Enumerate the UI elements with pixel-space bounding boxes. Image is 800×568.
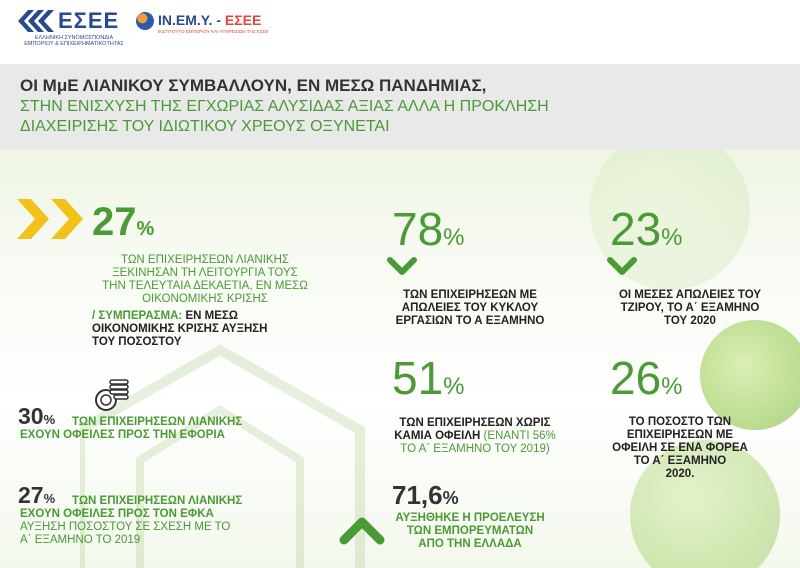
stat-78-description: ΤΩΝ ΕΠΙΧΕΙΡΗΣΕΩΝ ΜΕ ΑΠΩΛΕΙΕΣ ΤΟΥ ΚΥΚΛΟΥ …: [395, 289, 545, 327]
headline-line-1: ΟΙ ΜμΕ ΛΙΑΝΙΚΟΥ ΣΥΜΒΑΛΛΟΥΝ, ΕΝ ΜΕΣΩ ΠΑΝΔ…: [20, 76, 487, 95]
stat-27-efka-description: ΤΩΝ ΕΠΙΧΕΙΡΗΣΕΩΝ ΛΙΑΝΙΚΗΣ ΕΧΟΥΝ ΟΦΕΙΛΕΣ …: [20, 495, 243, 546]
stat-23-value: 23%: [610, 203, 683, 255]
esee-logo-name: ΕΣΕΕ: [58, 8, 120, 33]
coins-icon: [95, 379, 129, 411]
stat-71-6-value: 71,6%: [392, 480, 459, 510]
arrow-up-icon: [339, 517, 385, 545]
globe-icon: [136, 12, 154, 30]
stat-30-value: 30%: [18, 403, 56, 429]
stat-78-value: 78%: [392, 203, 465, 255]
stat-27-conclusion: / ΣΥΜΠΕΡΑΣΜΑ: ΕΝ ΜΕΣΩ ΟΙΚΟΝΟΜΙΚΗΣ ΚΡΙΣΗΣ…: [92, 310, 268, 348]
stat-71-6-description: ΑΥΞΗΘΗΚΕ Η ΠΡΟΕΛΕΥΣΗ ΤΩΝ ΕΜΠΟΡΕΥΜΑΤΩΝ ΑΠ…: [395, 512, 545, 550]
stat-26-description: ΤΟ ΠΟΣΟΣΤΟ ΤΩΝ ΕΠΙΧΕΙΡΗΣΕΩΝ ΜΕ ΟΦΕΙΛΗ ΣΕ…: [612, 416, 748, 480]
inemy-logo-name: IN.EM.Y. - ΕΣΕΕ: [158, 12, 262, 28]
arrow-down-icon: [607, 257, 637, 275]
double-chevron-icon: [17, 199, 83, 239]
stat-51-description: ΤΩΝ ΕΠΙΧΕΙΡΗΣΕΩΝ ΧΩΡΙΣ ΚΑΜΙΑ ΟΦΕΙΛΗ (ΕΝΑ…: [394, 417, 556, 455]
stat-27-value: 27%: [92, 200, 155, 244]
arrow-down-icon: [387, 257, 417, 275]
headline-line-3: ΔΙΑΧΕΙΡΙΣΗΣ ΤΟΥ ΙΔΙΩΤΙΚΟΥ ΧΡΕΟΥΣ ΟΞΥΝΕΤΑ…: [20, 118, 390, 135]
headline-line-2: ΣΤΗΝ ΕΝΙΣΧΥΣΗ ΤΗΣ ΕΓΧΩΡΙΑΣ ΑΛΥΣΙΔΑΣ ΑΞΙΑ…: [20, 98, 549, 115]
house-outline-decoration: [80, 344, 365, 568]
stat-26-value: 26%: [610, 352, 683, 404]
stat-27-description: ΤΩΝ ΕΠΙΧΕΙΡΗΣΕΩΝ ΛΙΑΝΙΚΗΣ ΞΕΚΙΝΗΣΑΝ ΤΗ Λ…: [102, 254, 308, 305]
infographic-body: 27% ΤΩΝ ΕΠΙΧΕΙΡΗΣΕΩΝ ΛΙΑΝΙΚΗΣ ΞΕΚΙΝΗΣΑΝ …: [0, 150, 800, 568]
inemy-logo: IN.EM.Y. - ΕΣΕΕ ΙΝΣΤΙΤΟΥΤΟ ΕΜΠΟΡΙΟΥ ΚΑΙ …: [136, 10, 276, 50]
virus-decoration: [630, 440, 780, 568]
stat-30-description: ΤΩΝ ΕΠΙΧΕΙΡΗΣΕΩΝ ΛΙΑΝΙΚΗΣ ΕΧΟΥΝ ΟΦΕΙΛΕΣ …: [20, 416, 243, 441]
title-banner: ΟΙ ΜμΕ ΛΙΑΝΙΚΟΥ ΣΥΜΒΑΛΛΟΥΝ, ΕΝ ΜΕΣΩ ΠΑΝΔ…: [0, 64, 800, 150]
virus-decoration: [700, 320, 800, 430]
stat-23-description: ΟΙ ΜΕΣΕΣ ΑΠΩΛΕΙΕΣ ΤΟΥ ΤΖΙΡΟΥ, ΤΟ Α΄ ΕΞΑΜ…: [618, 289, 762, 327]
esee-logo-subtitle: ΕΛΛΗΝΙΚΗ ΣΥΝΟΜΟΣΠΟΝΔΙΑ ΕΜΠΟΡΙΟΥ & ΕΠΙΧΕΙ…: [24, 35, 124, 47]
esee-chevron-icon: [18, 10, 54, 32]
header-bar: ΕΣΕΕ ΕΛΛΗΝΙΚΗ ΣΥΝΟΜΟΣΠΟΝΔΙΑ ΕΜΠΟΡΙΟΥ & Ε…: [0, 0, 800, 64]
stat-27-efka-value: 27%: [18, 482, 56, 508]
stat-51-value: 51%: [392, 352, 465, 404]
esee-logo: ΕΣΕΕ ΕΛΛΗΝΙΚΗ ΣΥΝΟΜΟΣΠΟΝΔΙΑ ΕΜΠΟΡΙΟΥ & Ε…: [18, 8, 128, 54]
inemy-logo-subtitle: ΙΝΣΤΙΤΟΥΤΟ ΕΜΠΟΡΙΟΥ ΚΑΙ ΥΠΗΡΕΣΙΩΝ ΤΗΣ ΕΣ…: [158, 29, 269, 34]
